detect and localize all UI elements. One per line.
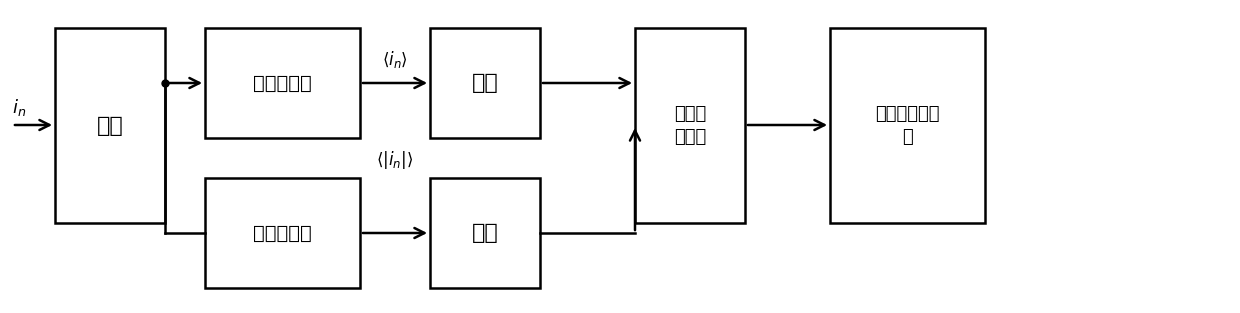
Bar xyxy=(635,28,745,223)
Bar xyxy=(430,28,539,138)
Text: 故障检测和定
位: 故障检测和定 位 xyxy=(875,105,940,146)
Text: 滤波: 滤波 xyxy=(471,73,498,93)
Bar xyxy=(430,178,539,288)
Text: 周期平均值: 周期平均值 xyxy=(253,74,312,93)
Text: 滤波: 滤波 xyxy=(97,115,123,136)
Text: 滤波: 滤波 xyxy=(471,223,498,243)
Text: 绝对平均值: 绝对平均值 xyxy=(253,223,312,243)
Text: 故障检
测变量: 故障检 测变量 xyxy=(673,105,706,146)
Bar xyxy=(55,28,165,223)
Bar xyxy=(205,28,360,138)
Bar xyxy=(205,178,360,288)
Bar xyxy=(830,28,985,223)
Text: $i_n$: $i_n$ xyxy=(12,98,26,119)
Text: $\langle |i_n| \rangle$: $\langle |i_n| \rangle$ xyxy=(377,149,414,171)
Text: $\langle i_n \rangle$: $\langle i_n \rangle$ xyxy=(382,49,408,70)
